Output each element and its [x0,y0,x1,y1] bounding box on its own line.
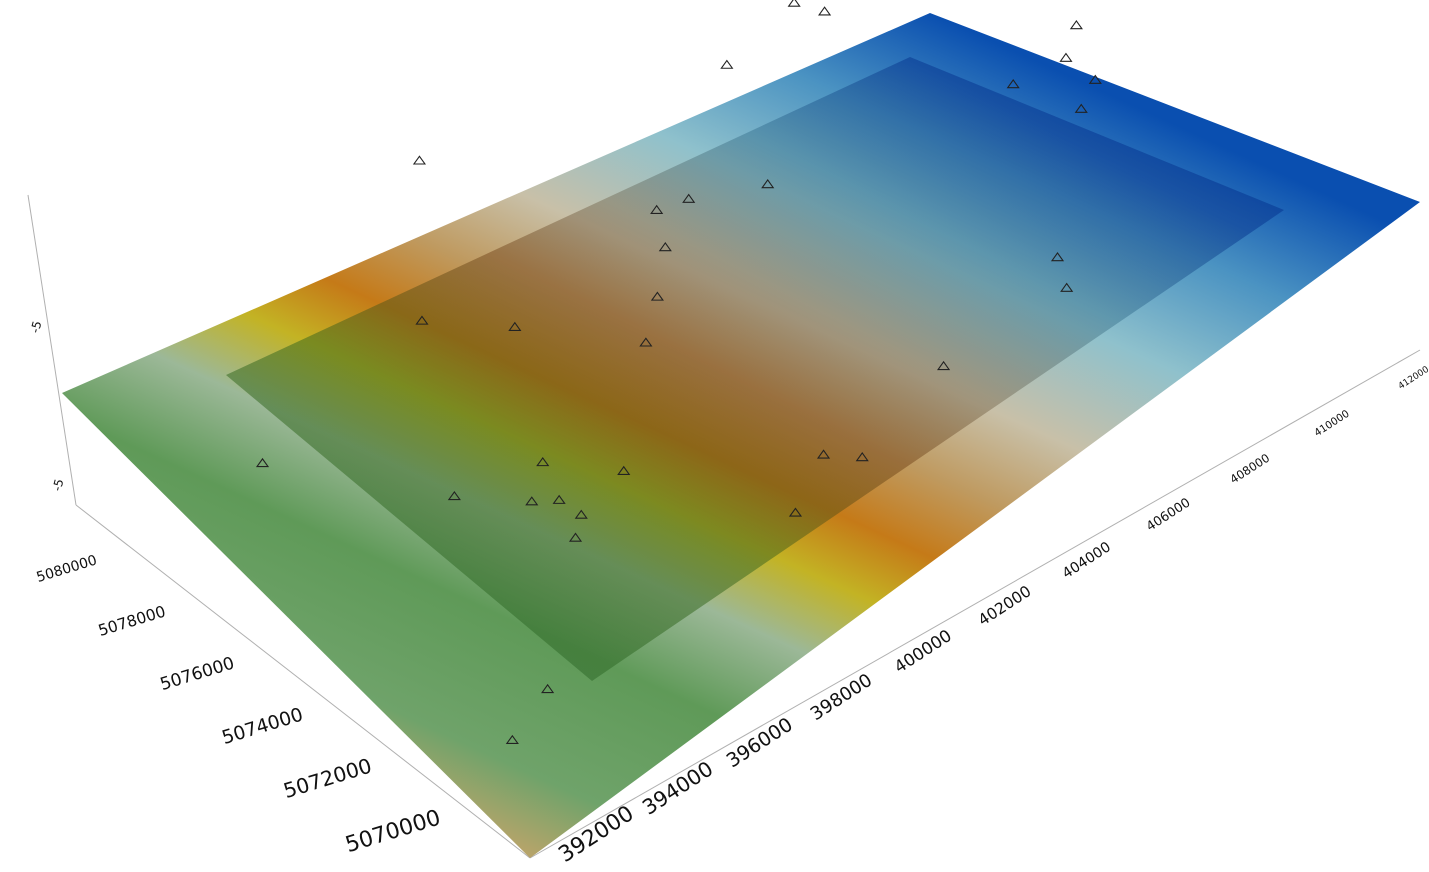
x-tick-label: 406000 [1144,495,1193,534]
y-tick-label: 5078000 [96,602,168,640]
inner-plane [226,57,1284,681]
axes-group [27,194,1421,859]
y-tick-label: 5072000 [281,754,375,804]
x-tick-label: 400000 [890,625,955,677]
y-tick-label: 5070000 [343,806,444,859]
x-tick-label: 396000 [722,713,797,773]
station-marker [1060,282,1074,292]
station-marker [415,315,429,325]
station-marker [1050,252,1065,262]
station-marker [650,291,664,301]
z-tick-label: -5 [50,477,67,492]
station-marker [255,457,270,468]
z-tick-label: -5 [28,319,45,334]
station-marker [818,6,832,16]
station-marker [639,337,653,347]
station-marker [508,321,522,331]
station-marker [412,155,427,165]
z-axis-line [27,194,77,506]
x-tick-label: 404000 [1060,539,1114,582]
station-marker [650,204,664,214]
station-marker [525,496,539,506]
z-axis-ticks: -5 -5 [28,319,67,492]
station-marker [505,734,519,745]
station-marker [447,490,461,501]
station-marker [937,360,951,371]
station-marker [617,465,631,475]
station-marker [1074,103,1088,113]
y-axis-line [75,504,531,859]
y-tick-label: 5076000 [158,653,237,695]
station-marker [568,532,583,542]
y-tick-label: 5080000 [35,552,99,586]
station-marker [720,59,734,69]
station-marker [574,509,588,519]
station-marker [658,242,672,252]
station-marker [1059,52,1073,62]
station-marker [788,507,803,517]
station-marker [1069,20,1083,30]
station-marker [682,193,696,203]
station-marker [787,0,801,7]
station-markers [255,0,1102,745]
x-tick-label: 412000 [1397,365,1429,392]
station-marker [536,456,550,467]
x-tick-label: 410000 [1312,408,1352,439]
x-tick-label: 398000 [807,670,876,725]
x-axis-line [529,349,1421,859]
station-marker [761,179,775,189]
station-marker [816,449,831,459]
station-marker [541,683,555,694]
station-marker [855,452,869,462]
station-marker [1088,74,1102,84]
station-marker [552,494,566,504]
station-marker [1006,79,1020,89]
y-tick-label: 5074000 [220,704,306,749]
x-tick-label: 402000 [975,582,1034,629]
